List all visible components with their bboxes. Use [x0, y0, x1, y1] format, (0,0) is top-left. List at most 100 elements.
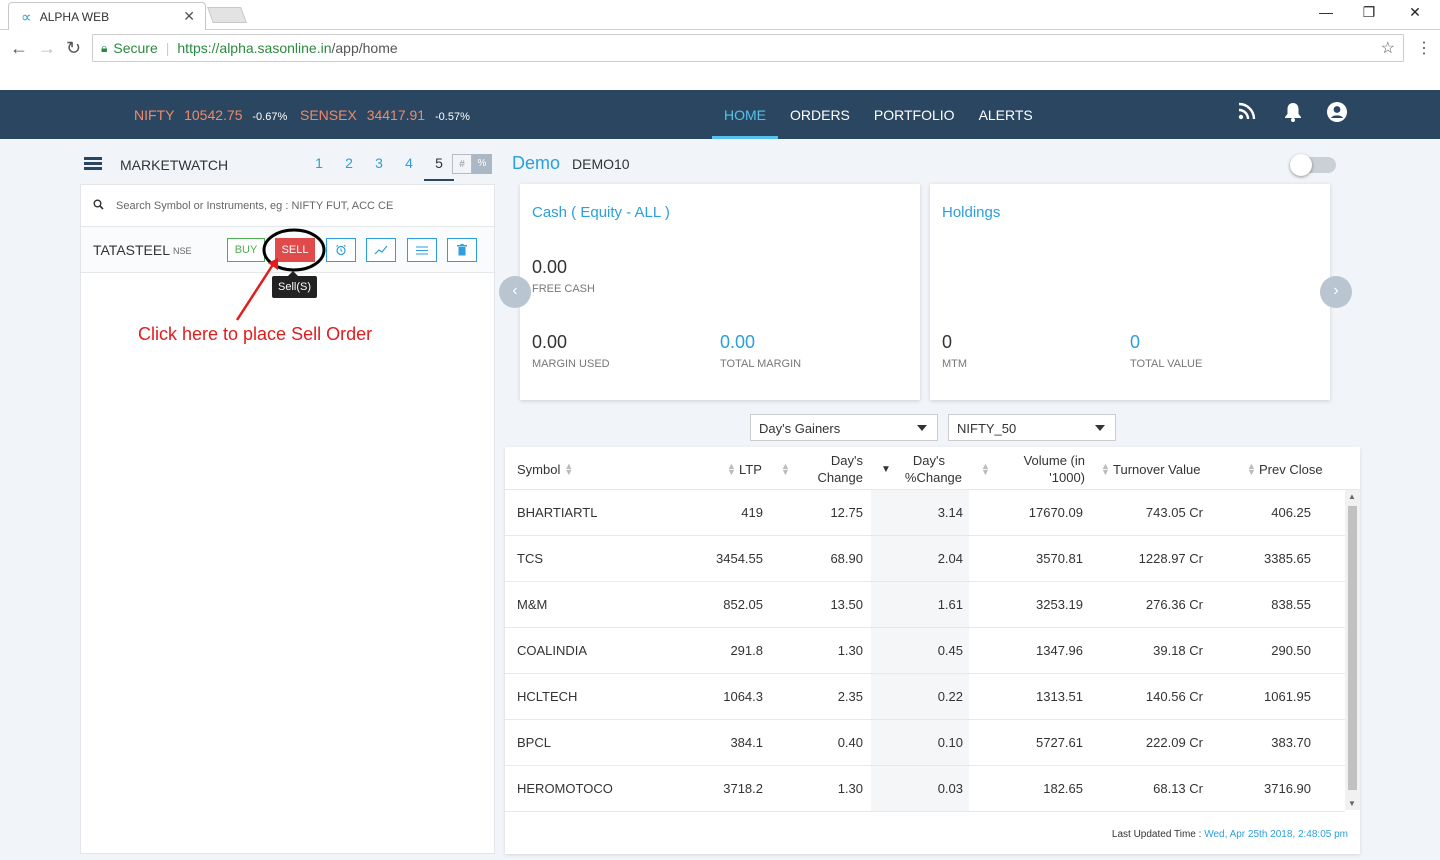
nav-portfolio[interactable]: PORTFOLIO — [873, 107, 955, 123]
header-day-change[interactable]: ▲ ▼ Day's Change — [781, 453, 863, 485]
header-turnover[interactable]: ▲ ▼ Turnover Value — [1101, 453, 1200, 485]
mw-page-5[interactable]: 5 — [424, 155, 454, 181]
header-line: '1000) — [1049, 470, 1085, 485]
header-prev-close[interactable]: ▲ ▼ Prev Close — [1247, 453, 1323, 485]
mw-page-3[interactable]: 3 — [375, 155, 383, 171]
cell-ltp: 1064.3 — [723, 689, 763, 704]
scroll-down-icon[interactable]: ▼ — [1348, 799, 1356, 808]
cell-volume: 1347.96 — [1036, 643, 1083, 658]
scrollbar-thumb[interactable] — [1348, 506, 1357, 790]
header-line: Volume (in — [1023, 453, 1085, 468]
buy-button[interactable]: BUY — [227, 238, 265, 262]
tab-close-icon[interactable]: ✕ — [183, 8, 195, 24]
cell-prev: 3716.90 — [1264, 781, 1311, 796]
reload-icon[interactable]: ↻ — [66, 38, 82, 58]
ticker-name: NIFTY — [134, 107, 175, 123]
mw-page-1[interactable]: 1 — [315, 155, 323, 171]
toggle-percent[interactable]: % — [472, 154, 492, 174]
market-depth-icon[interactable] — [407, 238, 437, 262]
minimize-button[interactable]: — — [1319, 4, 1333, 20]
table-row[interactable]: M&M 852.05 13.50 1.61 3253.19 276.36 Cr … — [505, 582, 1345, 628]
carousel-next-icon[interactable]: › — [1320, 276, 1352, 308]
cell-volume: 182.65 — [1043, 781, 1083, 796]
cell-turnover: 140.56 Cr — [1145, 689, 1203, 704]
carousel-prev-icon[interactable]: ‹ — [499, 276, 531, 308]
cell-volume: 3570.81 — [1036, 551, 1083, 566]
nav-home[interactable]: HOME — [712, 90, 778, 139]
cell-ltp: 419 — [741, 505, 763, 520]
header-line: Change — [817, 470, 863, 485]
nav-orders[interactable]: ORDERS — [790, 107, 850, 123]
sell-button[interactable]: SELL — [275, 238, 315, 262]
browser-menu-icon[interactable]: ⋮ — [1416, 40, 1432, 57]
cell-change: 13.50 — [830, 597, 863, 612]
total-margin-value: 0.00 — [720, 332, 756, 352]
cell-volume: 5727.61 — [1036, 735, 1083, 750]
toggle-absolute[interactable]: # — [452, 154, 472, 174]
table-row[interactable]: HCLTECH 1064.3 2.35 0.22 1313.51 140.56 … — [505, 674, 1345, 720]
search-input[interactable]: Search Symbol or Instruments, eg : NIFTY… — [81, 185, 494, 227]
nav-alerts[interactable]: ALERTS — [978, 107, 1033, 123]
holdings-card-title[interactable]: Holdings — [942, 204, 1001, 221]
cell-pct: 0.22 — [937, 689, 963, 704]
table-row[interactable]: HEROMOTOCO 3718.2 1.30 0.03 182.65 68.13… — [505, 766, 1345, 812]
account-name: Demo — [512, 153, 561, 173]
alpha-logo-icon: ∝ — [21, 8, 32, 26]
restore-button[interactable]: ❐ — [1362, 4, 1376, 20]
table-row[interactable]: BHARTIARTL 419 12.75 3.14 17670.09 743.0… — [505, 490, 1345, 536]
ticker-nifty: NIFTY 10542.75 -0.67% — [134, 107, 287, 123]
cell-pct: 3.14 — [937, 505, 963, 520]
bookmark-star-icon[interactable]: ☆ — [1380, 40, 1395, 57]
delete-icon[interactable] — [447, 238, 477, 262]
ticker-value: 10542.75 — [184, 107, 243, 123]
annotation-arrowhead — [268, 258, 278, 270]
table-row[interactable]: COALINDIA 291.8 1.30 0.45 1347.96 39.18 … — [505, 628, 1345, 674]
total-value-label: TOTAL VALUE — [1130, 358, 1203, 370]
tab-title: ALPHA WEB — [39, 9, 110, 24]
header-ltp-label: LTP — [739, 461, 762, 477]
secure-label: Secure — [113, 40, 158, 56]
chart-icon[interactable] — [366, 238, 396, 262]
browser-tab[interactable]: ∝ ALPHA WEB ✕ — [8, 2, 206, 30]
scroll-up-icon[interactable]: ▲ — [1348, 492, 1356, 501]
header-symbol[interactable]: Symbol ▲ ▼ — [517, 453, 573, 485]
last-updated-time: Wed, Apr 25th 2018, 2:48:05 pm — [1204, 829, 1348, 840]
table-row[interactable]: TCS 3454.55 68.90 2.04 3570.81 1228.97 C… — [505, 536, 1345, 582]
cell-change: 1.30 — [837, 781, 863, 796]
table-scrollbar[interactable]: ▲ ▼ — [1345, 490, 1360, 810]
table-row[interactable]: BPCL 384.1 0.40 0.10 5727.61 222.09 Cr 3… — [505, 720, 1345, 766]
cell-ltp: 3454.55 — [716, 551, 763, 566]
header-volume[interactable]: ▲ ▼ Volume (in '1000) — [981, 453, 1085, 485]
ticker-change: -0.57% — [435, 111, 470, 123]
header-line: Day's — [830, 453, 863, 468]
cell-prev: 838.55 — [1271, 597, 1311, 612]
holdings-card: Holdings 0 MTM 0 TOTAL VALUE — [930, 184, 1330, 400]
bell-icon[interactable] — [1284, 102, 1302, 127]
chevron-down-icon — [917, 425, 927, 431]
cash-card-title[interactable]: Cash ( Equity - ALL ) — [532, 204, 670, 221]
rss-icon[interactable] — [1238, 102, 1256, 125]
header-pct-change[interactable]: ▼ Day's %Change — [881, 453, 962, 485]
sort-desc-icon: ▼ — [881, 463, 891, 475]
scrip-row[interactable]: TATASTEEL NSE BUY SELL — [81, 227, 494, 273]
mw-page-2[interactable]: 2 — [345, 155, 353, 171]
forward-icon[interactable]: → — [38, 38, 56, 58]
address-bar[interactable]: 🔒︎ Secure | https://alpha.sasonline.in/a… — [92, 34, 1404, 62]
header-ltp[interactable]: ▲ ▼ LTP — [727, 453, 762, 485]
cell-pct: 1.61 — [937, 597, 963, 612]
list-icon[interactable] — [84, 157, 102, 171]
user-account-icon[interactable] — [1327, 102, 1347, 127]
back-icon[interactable]: ← — [10, 38, 28, 58]
list-type-select[interactable]: Day's Gainers — [750, 414, 938, 441]
theme-toggle-switch[interactable] — [1290, 154, 1336, 176]
marketwatch-pages: 1 2 3 4 5 — [304, 155, 454, 181]
cell-volume: 1313.51 — [1036, 689, 1083, 704]
close-window-button[interactable]: ✕ — [1409, 4, 1421, 20]
mtm-value: 0 — [942, 332, 953, 352]
alarm-icon[interactable] — [326, 238, 356, 262]
search-placeholder: Search Symbol or Instruments, eg : NIFTY… — [116, 199, 394, 212]
mw-page-4[interactable]: 4 — [405, 155, 413, 171]
sorted-column-highlight — [871, 490, 969, 812]
index-select[interactable]: NIFTY_50 — [948, 414, 1116, 441]
cell-turnover: 39.18 Cr — [1153, 643, 1203, 658]
